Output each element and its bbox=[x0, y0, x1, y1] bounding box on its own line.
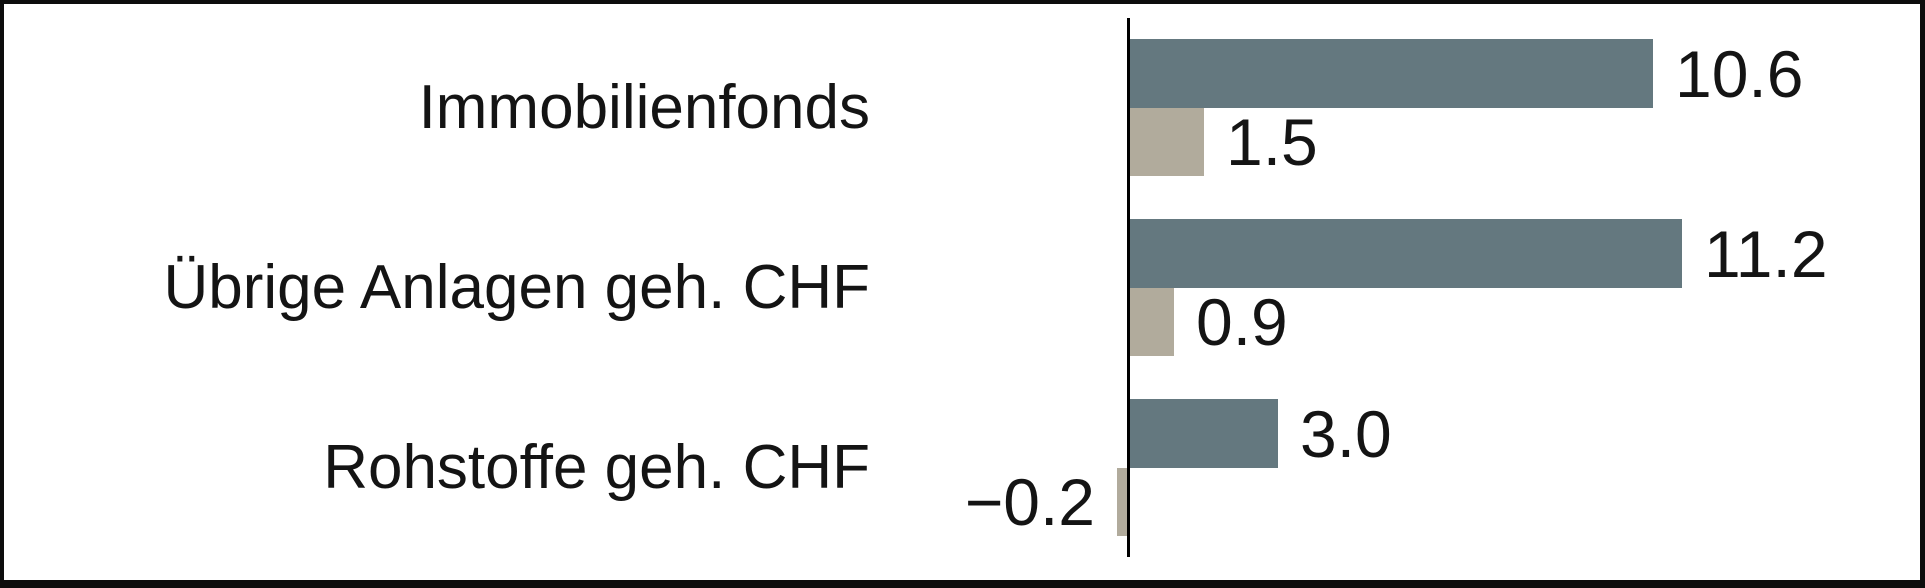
y-axis-baseline bbox=[1127, 18, 1130, 557]
value-label-rohstoffe-secondary: −0.2 bbox=[964, 465, 1095, 539]
bar-uebrige-anlagen-primary bbox=[1130, 219, 1682, 288]
value-label-uebrige-anlagen-primary: 11.2 bbox=[1704, 216, 1828, 291]
value-label-rohstoffe-primary: 3.0 bbox=[1300, 396, 1392, 471]
value-label-immobilienfonds-primary: 10.6 bbox=[1675, 36, 1804, 111]
bar-uebrige-anlagen-secondary bbox=[1130, 288, 1174, 356]
bar-immobilienfonds-primary bbox=[1130, 39, 1653, 108]
value-label-immobilienfonds-secondary: 1.5 bbox=[1226, 105, 1318, 179]
bar-chart: Immobilienfonds Übrige Anlagen geh. CHF … bbox=[4, 4, 1920, 580]
bar-rohstoffe-primary bbox=[1130, 399, 1278, 468]
category-label-rohstoffe: Rohstoffe geh. CHF bbox=[323, 433, 870, 502]
category-label-immobilienfonds: Immobilienfonds bbox=[418, 73, 870, 142]
category-label-uebrige-anlagen: Übrige Anlagen geh. CHF bbox=[163, 253, 870, 322]
value-label-uebrige-anlagen-secondary: 0.9 bbox=[1196, 285, 1288, 359]
bar-rohstoffe-secondary bbox=[1117, 468, 1127, 536]
bar-immobilienfonds-secondary bbox=[1130, 108, 1204, 176]
